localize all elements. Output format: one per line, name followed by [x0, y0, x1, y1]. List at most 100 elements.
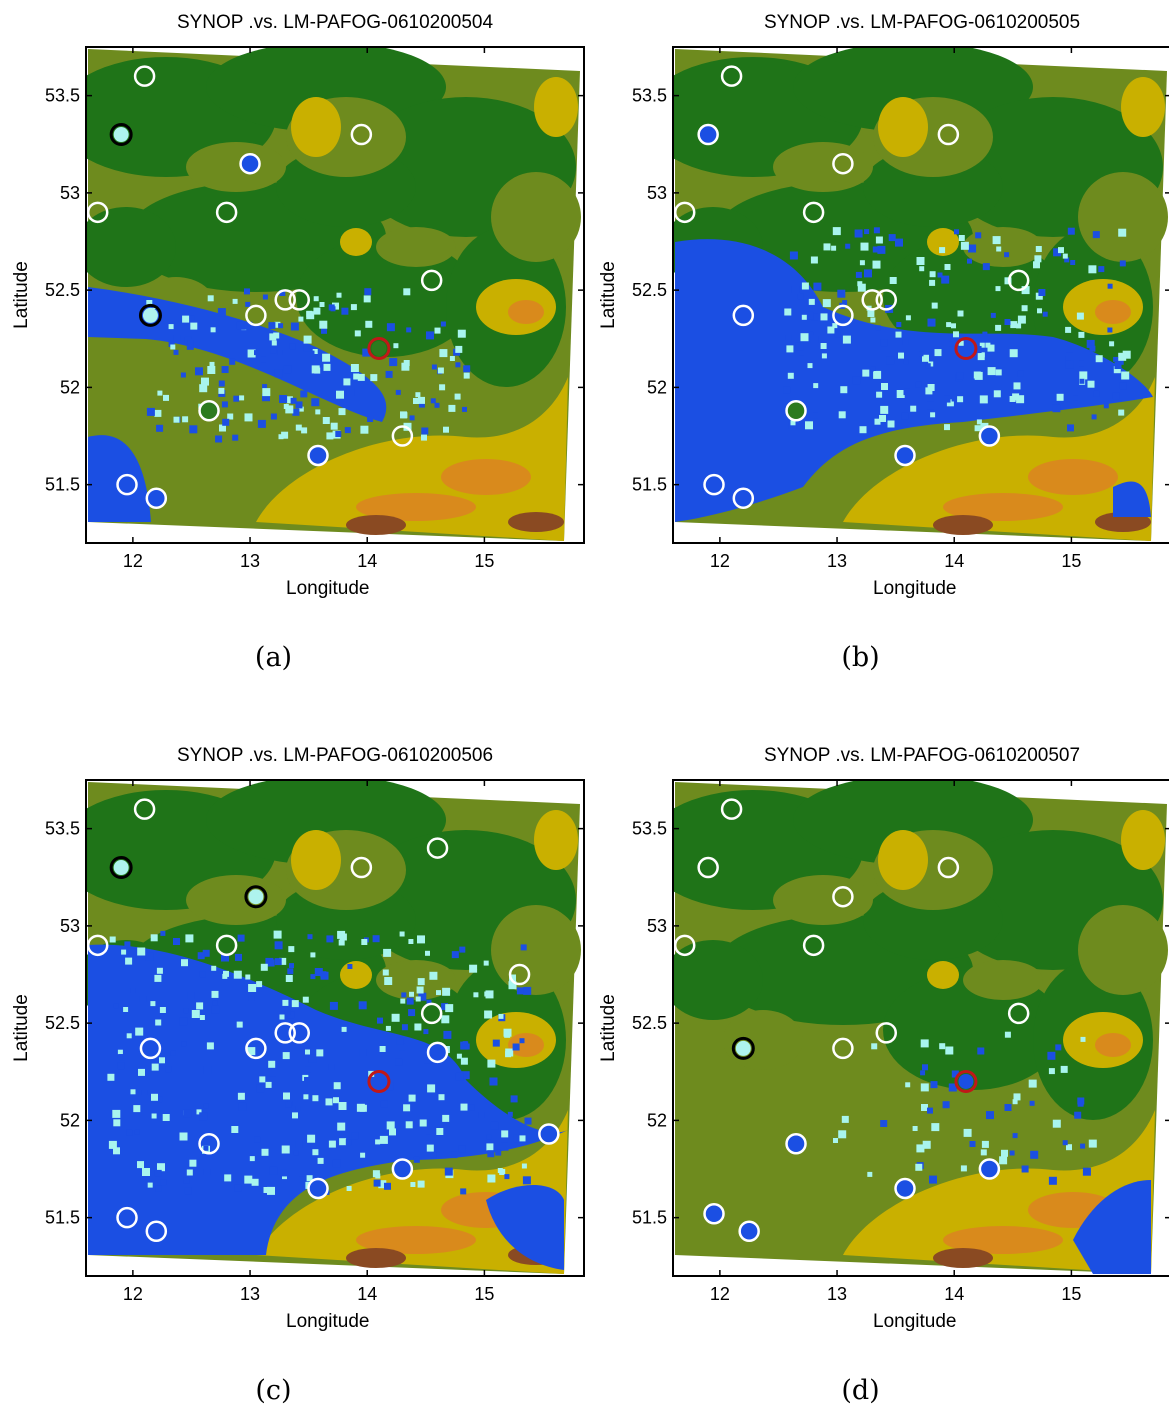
fog-pixel	[317, 1157, 324, 1164]
fog-pixel	[150, 1001, 156, 1007]
fog-pixel	[372, 1082, 381, 1091]
synop-station-marker	[139, 1037, 162, 1060]
fog-pixel	[927, 1107, 933, 1114]
synop-station-marker	[371, 340, 387, 356]
fog-pixel	[207, 295, 214, 302]
highland-region	[340, 228, 372, 256]
fog-pixel	[1118, 352, 1127, 361]
fog-pixel	[378, 1180, 387, 1189]
fog-pixel	[257, 419, 266, 428]
fog-pixel	[439, 349, 448, 358]
synop-station-marker	[785, 399, 807, 422]
fog-pixel	[1079, 371, 1088, 380]
peak-region	[346, 515, 406, 535]
fog-pixel	[1073, 395, 1078, 401]
fog-pixel	[922, 1140, 931, 1149]
fog-pixel	[385, 370, 393, 378]
station-layer	[673, 65, 1030, 510]
fog-pixel	[1004, 1104, 1012, 1111]
fog-pixel	[434, 402, 440, 408]
fog-pixel	[944, 264, 951, 270]
fog-pixel	[303, 1094, 309, 1100]
fog-pixel	[260, 963, 268, 971]
fog-pixel	[523, 986, 532, 995]
fog-pixel	[330, 422, 338, 430]
x-tick-label: 13	[827, 1284, 847, 1304]
fog-pixel	[231, 1126, 239, 1133]
fog-pixel	[236, 321, 245, 330]
fog-pixel	[154, 974, 162, 982]
y-tick-label: 52	[60, 1110, 80, 1130]
fog-pixel	[960, 241, 969, 250]
fog-pixel	[319, 320, 328, 329]
y-axis-label: Latitude	[597, 994, 619, 1062]
fog-pixel	[186, 1169, 193, 1176]
fog-pixel	[379, 1046, 386, 1052]
fog-pixel	[429, 971, 438, 980]
fog-pixel	[870, 317, 876, 323]
fog-pixel	[995, 369, 1002, 376]
fog-pixel	[498, 1013, 504, 1019]
fog-pixel	[1116, 357, 1124, 365]
fog-pixel	[211, 990, 219, 998]
fog-pixel	[137, 947, 146, 956]
fog-pixel	[895, 331, 902, 338]
fog-pixel	[1091, 414, 1097, 420]
synop-station-marker	[245, 1037, 267, 1060]
synop-station-marker	[673, 934, 696, 957]
fog-pixel	[314, 367, 321, 374]
highland-region	[291, 830, 341, 890]
fog-pixel	[436, 1128, 444, 1135]
fog-pixel	[201, 377, 209, 386]
fog-pixel	[791, 285, 800, 294]
fog-pixel	[1035, 292, 1043, 300]
y-axis-label: Latitude	[10, 994, 32, 1062]
mountain-region	[1028, 459, 1118, 495]
fog-pixel	[367, 416, 374, 422]
peak-region	[933, 1248, 993, 1268]
fog-pixel	[383, 948, 392, 957]
fog-pixel	[800, 333, 809, 342]
fog-pixel	[137, 1161, 144, 1169]
x-tick-label: 14	[944, 1284, 964, 1304]
fog-pixel	[944, 424, 950, 431]
fog-pixel	[993, 390, 1001, 398]
fog-pixel	[807, 363, 813, 369]
fog-pixel	[990, 312, 996, 318]
fog-pixel	[1079, 378, 1085, 384]
fog-pixel	[109, 936, 116, 943]
fog-pixel	[507, 1111, 513, 1117]
fog-pixel	[822, 299, 831, 308]
fog-pixel	[986, 1111, 994, 1120]
fog-pixel	[521, 1163, 527, 1169]
fog-pixel	[141, 1089, 148, 1096]
fog-pixel	[288, 946, 295, 953]
fog-pixel	[456, 1053, 462, 1059]
fog-pixel	[218, 380, 225, 387]
fog-pixel	[943, 395, 951, 403]
fog-pixel	[462, 1041, 468, 1047]
fog-pixel	[495, 1149, 502, 1156]
fog-pixel	[460, 1188, 467, 1195]
fog-pixel	[968, 244, 977, 253]
fog-pixel	[312, 349, 318, 354]
fog-pixel	[248, 984, 257, 992]
fog-pixel	[406, 327, 412, 333]
synop-station-marker	[802, 934, 825, 957]
synop-station-marker	[198, 1132, 220, 1155]
fog-pixel	[375, 1139, 381, 1145]
fog-pixel	[1088, 1139, 1097, 1148]
fog-pixel	[921, 1104, 928, 1111]
fog-pixel	[365, 320, 373, 328]
fog-pixel	[403, 360, 410, 366]
fog-pixel	[1065, 360, 1074, 369]
fog-pixel	[827, 326, 835, 334]
fog-pixel	[1009, 349, 1018, 358]
fog-pixel	[821, 353, 827, 359]
fog-area	[675, 239, 1153, 522]
upland-region	[186, 142, 286, 192]
fog-pixel	[262, 384, 268, 390]
fog-pixel	[415, 996, 421, 1002]
fog-pixel	[303, 1039, 311, 1048]
fog-area	[1113, 481, 1151, 517]
